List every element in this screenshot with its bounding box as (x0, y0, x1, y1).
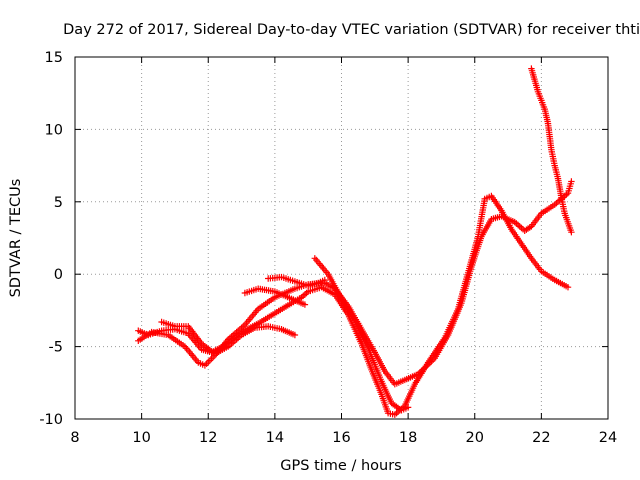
y-tick-label: 10 (45, 122, 63, 138)
x-tick-label: 22 (532, 430, 550, 446)
x-tick-label: 24 (599, 430, 617, 446)
y-tick-label: -10 (39, 412, 63, 428)
x-tick-label: 8 (70, 430, 79, 446)
series-track-e (265, 273, 328, 289)
grid (75, 57, 608, 419)
x-tick-label: 12 (199, 430, 217, 446)
data-points (135, 65, 575, 418)
series-track-g (528, 65, 575, 236)
y-axis-label: SDTVAR / TECUs (8, 179, 24, 298)
data-point (568, 178, 575, 185)
x-tick-label: 14 (266, 430, 284, 446)
y-tick-label: -5 (49, 340, 63, 356)
chart-title: Day 272 of 2017, Sidereal Day-to-day VTE… (63, 22, 640, 38)
data-point (291, 331, 299, 339)
axis-ticks: 8 10 12 14 16 18 20 22 24 -10 -5 0 5 10 15 (39, 50, 617, 446)
series-track-a (135, 178, 575, 388)
y-tick-label: 15 (45, 50, 63, 66)
series-track-c (158, 318, 299, 357)
data-point (568, 229, 575, 236)
y-tick-label: 0 (54, 267, 63, 283)
data-point (404, 404, 412, 411)
data-point (301, 301, 309, 308)
x-tick-label: 20 (466, 430, 484, 446)
x-tick-label: 16 (332, 430, 350, 446)
data-point (321, 276, 328, 284)
x-tick-label: 18 (399, 430, 417, 446)
series-track-f (311, 255, 412, 414)
x-tick-label: 10 (132, 430, 150, 446)
data-point (564, 284, 572, 291)
series-track-d (241, 285, 309, 308)
series-track-b (135, 192, 572, 418)
x-axis-label: GPS time / hours (280, 458, 401, 474)
y-tick-label: 5 (54, 195, 63, 211)
